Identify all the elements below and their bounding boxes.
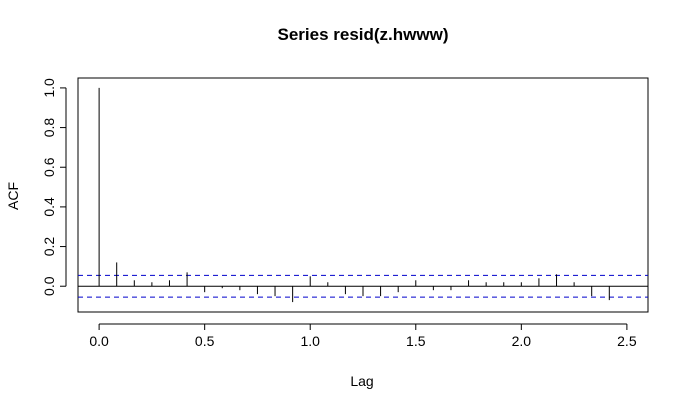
x-tick-label: 0.5 xyxy=(195,333,215,349)
y-tick-label: 0.8 xyxy=(41,118,57,138)
x-tick-label: 2.5 xyxy=(617,333,637,349)
y-tick-label: 0.4 xyxy=(41,197,57,217)
plot-marks: 0.0 0.5 1.0 1.5 2.0 2.5 0.0 0.2 0.4 0.6 0.8 1.0 xyxy=(41,78,648,349)
y-axis-label: ACF xyxy=(5,182,21,210)
x-tick-label: 1.5 xyxy=(406,333,426,349)
y-tick-label: 0.0 xyxy=(41,276,57,296)
x-tick-label: 0.0 xyxy=(89,333,109,349)
y-tick-label: 0.2 xyxy=(41,237,57,257)
x-tick-label: 2.0 xyxy=(512,333,532,349)
chart-title: Series resid(z.hwww) xyxy=(278,25,449,44)
x-tick-label: 1.0 xyxy=(300,333,320,349)
x-axis-label: Lag xyxy=(350,373,373,389)
y-tick-label: 1.0 xyxy=(41,78,57,98)
plot-frame xyxy=(77,77,649,313)
y-tick-label: 0.6 xyxy=(41,157,57,177)
